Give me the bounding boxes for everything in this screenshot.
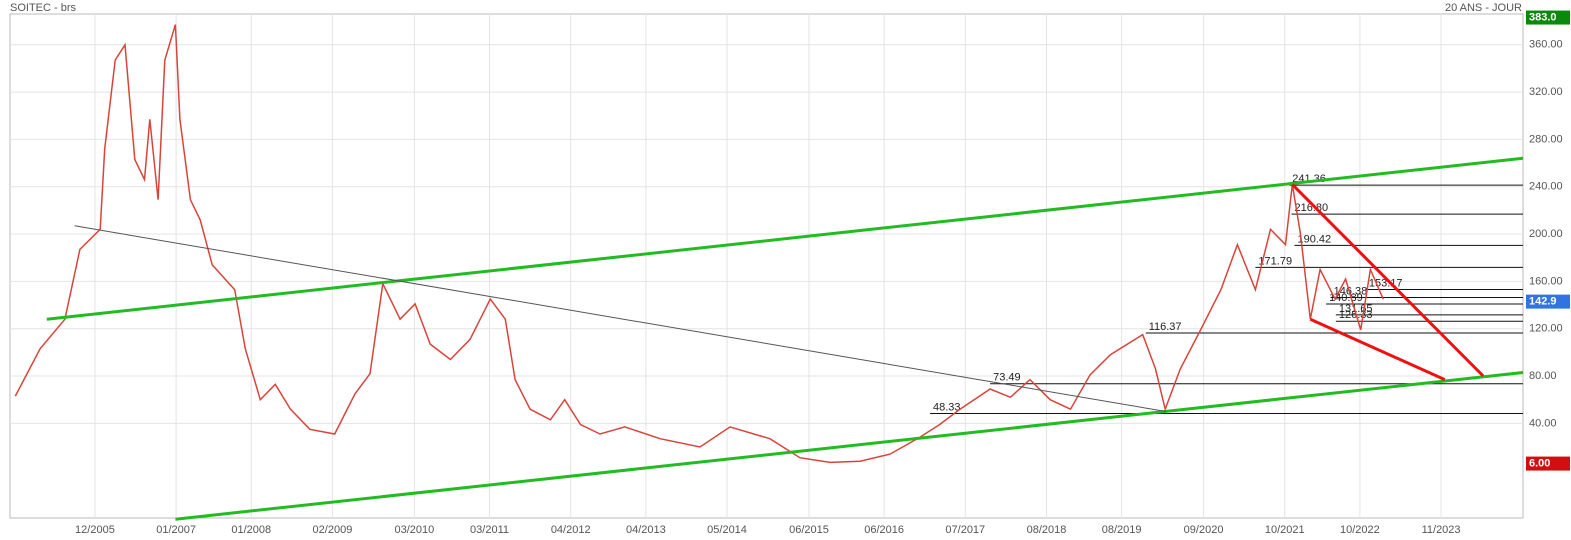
x-tick-label: 10/2021 (1265, 524, 1305, 536)
trend-line (74, 225, 1167, 412)
x-tick-label: 06/2015 (789, 524, 829, 536)
price-marker-label: 383.0 (1529, 11, 1557, 23)
x-tick-label: 04/2013 (626, 524, 666, 536)
y-tick-label: 280.00 (1529, 133, 1563, 145)
price-marker-label: 142.9 (1529, 296, 1557, 308)
level-label: 73.49 (993, 372, 1021, 384)
plot-frame (9, 13, 1524, 519)
level-label: 190.42 (1298, 233, 1332, 245)
x-tick-label: 01/2008 (231, 524, 271, 536)
y-tick-label: 320.00 (1529, 86, 1563, 98)
chart-title: SOITEC - brs (10, 2, 77, 14)
trend-line (1291, 183, 1485, 378)
level-label: 48.33 (933, 401, 961, 413)
x-tick-label: 04/2012 (551, 524, 591, 536)
x-tick-label: 02/2009 (313, 524, 353, 536)
price-line (14, 24, 1384, 464)
x-tick-label: 07/2017 (945, 524, 985, 536)
price-marker (1526, 10, 1570, 25)
price-marker (1526, 294, 1570, 309)
y-tick-label: 120.00 (1529, 323, 1563, 335)
y-tick-label: 40.00 (1529, 417, 1557, 429)
x-tick-label: 06/2016 (864, 524, 904, 536)
price-marker (1526, 456, 1570, 471)
trend-line (46, 156, 1524, 321)
y-tick-label: 240.00 (1529, 181, 1563, 193)
y-tick-label: 160.00 (1529, 275, 1563, 287)
x-tick-label: 05/2014 (707, 524, 747, 536)
y-tick-label: 200.00 (1529, 228, 1563, 240)
price-marker-label: 6.00 (1529, 457, 1550, 469)
level-label: 171.79 (1258, 255, 1292, 267)
trend-line (175, 371, 1524, 521)
trend-line (1309, 317, 1446, 381)
x-tick-label: 10/2022 (1340, 524, 1380, 536)
y-tick-label: 80.00 (1529, 370, 1557, 382)
y-tick-label: 360.00 (1529, 39, 1563, 51)
x-tick-label: 12/2005 (75, 524, 115, 536)
level-label: 116.37 (1149, 321, 1182, 333)
x-tick-label: 03/2011 (470, 524, 509, 536)
x-tick-label: 08/2018 (1027, 524, 1067, 536)
level-label: 146.38 (1334, 285, 1368, 297)
chart-subtitle: 20 ANS - JOUR (1445, 2, 1522, 14)
x-tick-label: 09/2020 (1184, 524, 1224, 536)
x-tick-label: 03/2010 (394, 524, 434, 536)
x-tick-label: 11/2023 (1422, 524, 1461, 536)
x-tick-label: 01/2007 (156, 524, 196, 536)
x-tick-label: 08/2019 (1102, 524, 1142, 536)
